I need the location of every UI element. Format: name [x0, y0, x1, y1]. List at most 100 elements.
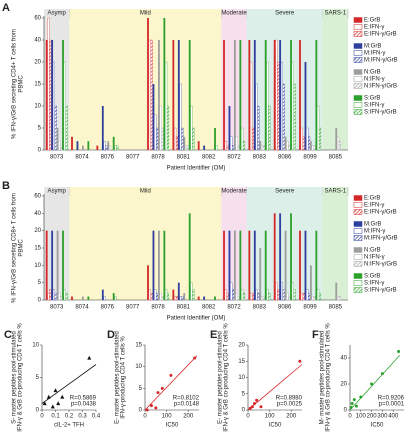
legend-label: M:GrB	[364, 222, 381, 228]
y-tick-label: 60	[34, 194, 41, 200]
x-tick-label: 8081	[177, 155, 191, 161]
bar	[242, 141, 246, 151]
x-tick-label: 0.3	[78, 414, 87, 420]
legend-label: S:IFN-γ/GrB	[364, 288, 397, 294]
y-tick-label: 5	[139, 386, 143, 392]
bar	[282, 83, 285, 151]
bar	[336, 136, 340, 151]
bar	[293, 83, 296, 151]
x-tick-label: 8099	[303, 305, 317, 311]
bar	[308, 136, 311, 151]
point	[352, 398, 356, 402]
bar	[112, 293, 115, 300]
legend-label: E:IFN-γ	[364, 25, 384, 31]
y-tick-label: 5	[242, 391, 246, 397]
bar	[101, 289, 104, 300]
legend-label: M:IFN-γ	[364, 229, 385, 235]
y-tick-label: 5	[38, 280, 42, 286]
legend-label: N:IFN-γ	[364, 77, 385, 83]
bar	[257, 292, 260, 301]
annotation: p=0.0025	[277, 402, 303, 408]
x-tick-label: 0.4	[92, 414, 101, 420]
bar	[158, 40, 160, 150]
bar	[158, 230, 160, 300]
bar	[96, 145, 99, 150]
bar	[255, 83, 258, 151]
x-tick-label: 8099	[303, 155, 317, 161]
bar	[266, 61, 269, 151]
y-tick-label: 20	[34, 60, 41, 66]
x-tick-label: 100	[265, 414, 276, 420]
group-label: Severe	[275, 189, 295, 195]
bar	[288, 145, 291, 151]
legend-label: E:IFN-γ/GrB	[364, 210, 397, 216]
point	[149, 404, 153, 408]
bar	[82, 296, 84, 300]
x-tick-label: 8073	[50, 155, 64, 161]
bar	[181, 127, 184, 151]
point	[156, 391, 160, 395]
panel-letter: F	[312, 329, 319, 341]
x-tick-label: 8074	[75, 305, 89, 311]
bar	[228, 230, 231, 300]
legend-label: M:IFN-γ	[364, 51, 385, 57]
bar	[310, 265, 312, 300]
bar	[224, 141, 227, 151]
bar	[159, 292, 162, 301]
y-axis-label: IFN-γ & GrB co-producing CD4 T cells %	[326, 323, 332, 432]
y-axis-label: E- master peptides pool-stimulated	[218, 331, 224, 424]
bar	[241, 127, 244, 151]
bar	[277, 61, 280, 151]
y-tick-label: 0	[38, 298, 42, 304]
y-axis-label: IFN-γ & GrB co-producing CD4 T cells %	[18, 323, 24, 432]
legend-swatch	[353, 24, 363, 30]
bar	[286, 141, 289, 151]
bar	[175, 296, 179, 301]
bar	[156, 127, 159, 151]
bar	[62, 230, 64, 300]
bar	[304, 230, 307, 300]
panel-letter: C	[4, 329, 12, 341]
x-axis-label: cIL-2+ TFH	[54, 423, 84, 429]
x-tick-label: 8077	[126, 155, 140, 161]
bar	[310, 141, 312, 150]
bar	[279, 40, 282, 150]
bar	[49, 39, 52, 151]
bar	[253, 40, 256, 150]
bar	[197, 296, 200, 300]
bar	[56, 230, 59, 300]
group-label: SARS-1	[324, 189, 346, 195]
bar	[239, 230, 242, 300]
bar	[318, 292, 322, 301]
x-tick-label: 400	[388, 414, 399, 420]
bar	[311, 145, 314, 151]
bar	[291, 61, 294, 151]
bar	[318, 127, 322, 151]
bar	[268, 105, 271, 151]
bar	[268, 292, 271, 301]
legend-swatch	[353, 280, 363, 286]
bar	[228, 106, 231, 150]
bar	[277, 289, 280, 301]
legend-swatch	[353, 83, 363, 89]
bar	[338, 141, 341, 151]
bar	[165, 61, 168, 151]
bar	[107, 141, 110, 150]
y-axis-label: PBMC	[19, 239, 25, 257]
x-axis-label: IC50	[371, 423, 384, 429]
group-background	[322, 187, 348, 300]
bar	[302, 136, 305, 151]
bar	[181, 296, 184, 301]
bar	[101, 106, 104, 150]
legend-swatch	[353, 195, 363, 201]
group-background	[69, 9, 222, 150]
x-tick-label: 8076	[101, 155, 115, 161]
bar	[62, 40, 64, 150]
y-axis-label: M- master peptides pool-stimulated	[320, 331, 326, 425]
legend-swatch	[353, 254, 363, 260]
y-tick-label: 15	[238, 359, 245, 365]
x-axis-label: Patient Identifier (OM)	[167, 316, 226, 322]
bar	[114, 145, 117, 151]
bar	[304, 62, 307, 150]
bar	[172, 40, 175, 150]
